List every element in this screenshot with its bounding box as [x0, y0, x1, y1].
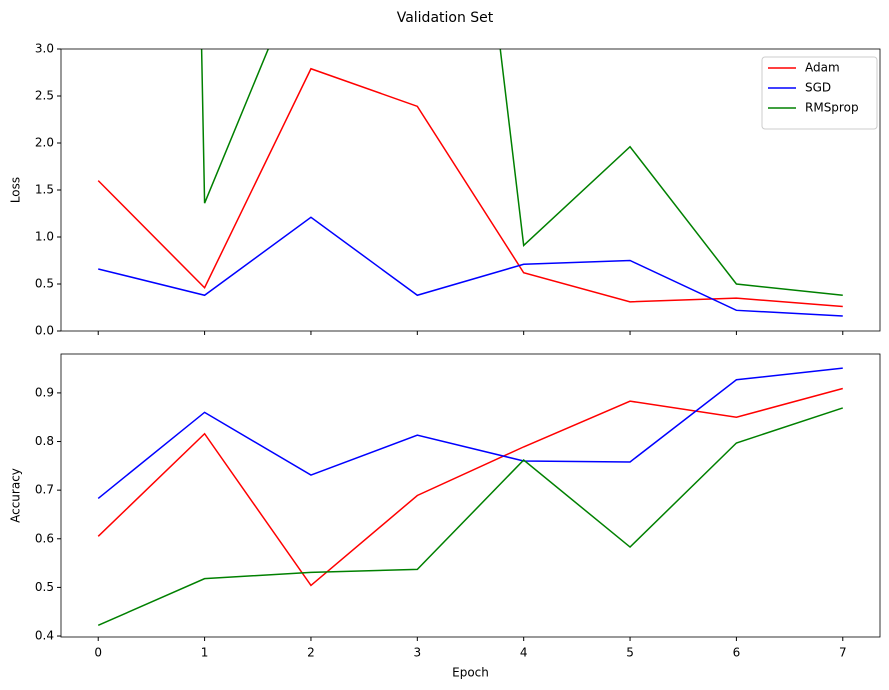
legend-label: RMSprop: [805, 101, 859, 115]
x-axis-label: Epoch: [452, 666, 489, 680]
y-tick-label: 3.0: [35, 42, 54, 56]
y-tick-label: 2.5: [35, 89, 54, 103]
legend-label: Adam: [805, 61, 840, 75]
series-line: [200, 49, 843, 297]
y-tick-label: 0.6: [35, 531, 54, 545]
legend-label: SGD: [805, 81, 831, 95]
x-tick-label: 0: [94, 646, 102, 660]
legend-box: [761, 56, 878, 130]
y-tick-label: 0.5: [35, 580, 54, 594]
axes-frame: [60, 353, 881, 638]
y-axis-label: Accuracy: [9, 468, 23, 523]
figure-title: Validation Set: [397, 10, 494, 26]
y-tick-label: 0.0: [35, 324, 54, 338]
x-tick-label: 2: [307, 646, 315, 660]
y-tick-label: 2.0: [35, 136, 54, 150]
x-tick-label: 3: [413, 646, 421, 660]
y-tick-label: 0.5: [35, 277, 54, 291]
series-line: [97, 67, 843, 308]
y-tick-label: 0.4: [35, 629, 54, 643]
x-tick-label: 4: [520, 646, 528, 660]
x-tick-label: 7: [839, 646, 847, 660]
series-line: [97, 367, 843, 500]
y-tick-label: 1.0: [35, 230, 54, 244]
x-tick-label: 1: [201, 646, 209, 660]
axes-frame: [60, 48, 881, 332]
y-tick-label: 0.7: [35, 483, 54, 497]
y-tick-label: 0.9: [35, 385, 54, 399]
x-tick-label: 6: [733, 646, 741, 660]
y-tick-label: 1.5: [35, 183, 54, 197]
series-line: [97, 387, 843, 587]
series-line: [97, 407, 844, 627]
y-axis-label: Loss: [9, 177, 23, 203]
x-tick-label: 5: [626, 646, 634, 660]
series-line: [98, 216, 843, 317]
y-tick-label: 0.8: [35, 434, 54, 448]
